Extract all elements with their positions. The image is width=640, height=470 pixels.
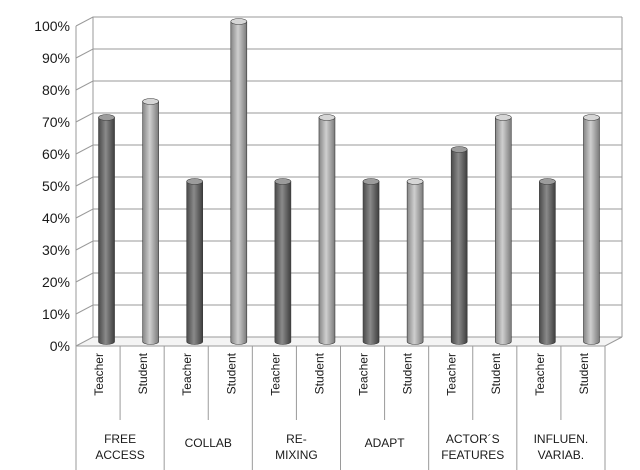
x-group-label: ADAPT	[365, 436, 406, 450]
x-group-label: INFLUEN. VARIAB.	[534, 432, 589, 462]
x-sub-label-teacher: Teacher	[533, 353, 547, 396]
gridline	[75, 48, 622, 59]
y-tick-label: 80%	[42, 82, 70, 98]
bar-student-2	[230, 18, 248, 345]
x-sub-label-student: Student	[224, 352, 238, 394]
gridline	[75, 144, 622, 155]
bar-student-5	[494, 114, 512, 345]
x-group-label: FREE ACCESS	[95, 432, 144, 462]
y-tick-label: 100%	[34, 18, 70, 34]
x-sub-label-teacher: Teacher	[268, 353, 282, 396]
y-tick-label: 60%	[42, 146, 70, 162]
gridline	[75, 176, 622, 187]
bars	[98, 18, 600, 345]
x-sub-label-teacher: Teacher	[180, 353, 194, 396]
gridlines	[75, 16, 622, 315]
bar-student-6	[583, 114, 600, 345]
gridline	[75, 240, 622, 251]
bar-teacher-2	[186, 178, 204, 345]
bar-student-3	[318, 114, 336, 345]
gridline	[75, 208, 622, 219]
x-sub-label-teacher: Teacher	[92, 353, 106, 396]
bar-teacher-4	[362, 178, 380, 345]
y-axis-tick-labels: 0% 10% 20% 30% 40% 50% 60% 70% 80% 90% 100%	[34, 18, 70, 354]
bar-student-4	[406, 178, 424, 345]
gridline	[75, 112, 622, 123]
x-sub-label-teacher: Teacher	[445, 353, 459, 396]
y-tick-label: 70%	[42, 114, 70, 130]
gridline	[75, 272, 622, 283]
bar-teacher-1	[98, 114, 115, 345]
x-group-label: ACTOR´S FEATURES	[441, 432, 504, 462]
x-sub-label-student: Student	[577, 352, 591, 394]
bar-student-1	[142, 98, 159, 345]
y-tick-label: 10%	[42, 306, 70, 322]
gridline	[75, 80, 622, 91]
x-sub-label-student: Student	[489, 352, 503, 394]
gridline	[75, 304, 622, 315]
bar-teacher-3	[274, 178, 292, 345]
y-tick-label: 50%	[42, 178, 70, 194]
x-axis-labels: Teacher Student FREE ACCESS Teacher Student CO…	[75, 346, 606, 470]
y-tick-label: 30%	[42, 242, 70, 258]
y-tick-label: 90%	[42, 50, 70, 66]
gridline	[75, 16, 622, 27]
bar-teacher-6	[539, 178, 556, 345]
y-tick-label: 20%	[42, 274, 70, 290]
x-sub-label-student: Student	[312, 352, 326, 394]
x-sub-label-student: Student	[401, 352, 415, 394]
x-group-label: COLLAB	[185, 436, 232, 450]
y-tick-label: 0%	[50, 338, 70, 354]
bar-teacher-5	[450, 146, 468, 345]
x-sub-label-student: Student	[136, 352, 150, 394]
x-group-label: RE-MIXING	[275, 432, 318, 462]
x-sub-label-teacher: Teacher	[357, 353, 371, 396]
y-tick-label: 40%	[42, 210, 70, 226]
